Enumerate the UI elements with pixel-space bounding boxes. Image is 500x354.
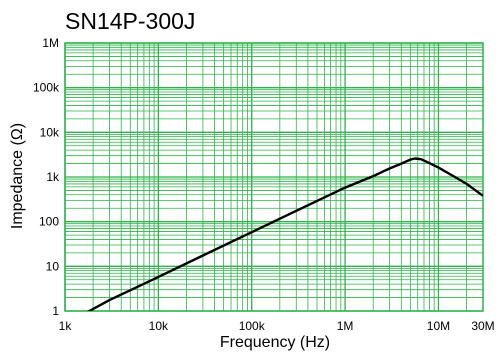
- x-tick-label: 100k: [239, 319, 266, 333]
- y-tick-label: 10k: [40, 125, 60, 139]
- y-tick-label: 10: [46, 259, 60, 273]
- y-tick-label: 100k: [33, 81, 60, 95]
- impedance-curve: [86, 157, 483, 311]
- y-axis-label: Impedance (Ω): [9, 123, 26, 229]
- x-tick-label: 1M: [337, 319, 354, 333]
- chart-title: SN14P-300J: [65, 8, 195, 34]
- x-axis-label: Frequency (Hz): [220, 334, 330, 351]
- x-tick-label: 10M: [427, 319, 450, 333]
- y-tick-label: 1M: [42, 36, 59, 50]
- x-tick-label: 30M: [471, 319, 494, 333]
- y-tick-labels: 1 10 100 1k 10k 100k 1M: [33, 36, 60, 318]
- y-tick-label: 1k: [46, 170, 60, 184]
- y-tick-label: 100: [39, 215, 59, 229]
- plot-frame: [64, 42, 484, 312]
- y-tick-label: 1: [52, 304, 59, 318]
- x-tick-label: 1k: [59, 319, 73, 333]
- curve-group: [86, 157, 483, 311]
- x-tick-labels: 1k 10k 100k 1M 10M 30M: [59, 319, 495, 333]
- x-tick-label: 10k: [149, 319, 169, 333]
